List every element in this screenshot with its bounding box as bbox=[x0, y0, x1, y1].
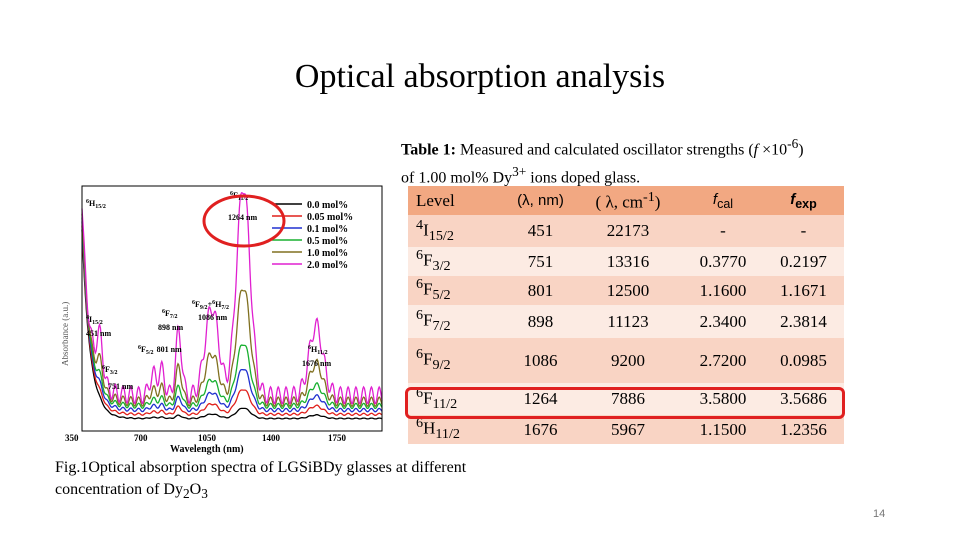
cm-cell: 9200 bbox=[573, 338, 683, 383]
fcal-cell: 1.1600 bbox=[683, 276, 763, 305]
table-caption-line2-end: ions doped glass. bbox=[526, 169, 641, 187]
cm-cell: 11123 bbox=[573, 305, 683, 338]
y-axis-label: Absorbance (a.u.) bbox=[62, 302, 70, 366]
series-line bbox=[81, 229, 383, 420]
annotation-f32: 6F3/2 bbox=[102, 365, 118, 376]
fcal-cell: - bbox=[683, 215, 763, 247]
annotation-i152: 4I15/2 bbox=[86, 315, 103, 326]
nm-cell: 898 bbox=[508, 305, 573, 338]
cm-cell: 13316 bbox=[573, 247, 683, 276]
table-row: 6F7/2 898 11123 2.3400 2.3814 bbox=[408, 305, 844, 338]
x-axis-label: Wavelength (nm) bbox=[170, 444, 244, 455]
fexp-cell: - bbox=[763, 215, 844, 247]
fexp-cell: 2.3814 bbox=[763, 305, 844, 338]
annotation-f52: 6F5/2 801 nm bbox=[138, 345, 182, 356]
annotation-f72: 6F7/2 bbox=[162, 309, 178, 320]
fexp-cell: 0.0985 bbox=[763, 338, 844, 383]
header-lambda-nm: (λ, nm) bbox=[508, 186, 573, 215]
nm-cell: 751 bbox=[508, 247, 573, 276]
annotation-h112-nm: 1676 nm bbox=[302, 359, 331, 368]
legend-entry: 0.1 mol% bbox=[307, 224, 348, 235]
page-number: 14 bbox=[873, 508, 886, 520]
x-tick-label: 1400 bbox=[262, 433, 281, 443]
table-row: 6F3/2 751 13316 0.3770 0.2197 bbox=[408, 247, 844, 276]
fexp-cell: 1.2356 bbox=[763, 415, 844, 444]
level-cell: 6F5/2 bbox=[408, 276, 508, 305]
legend-entry: 0.0 mol% bbox=[307, 200, 348, 211]
peak-annotations: 6H15/2 6F11/2 1264 nm 6F9/2+6H7/2 1086 n… bbox=[86, 191, 331, 391]
x-tick-label: 1750 bbox=[328, 433, 347, 443]
level-cell: 4I15/2 bbox=[408, 215, 508, 247]
cm-cell: 22173 bbox=[573, 215, 683, 247]
header-lambda-cm: ( λ, cm-1) bbox=[573, 186, 683, 215]
annotation-f92-nm: 1086 nm bbox=[198, 313, 227, 322]
header-level: Level bbox=[408, 186, 508, 215]
annotation-f92: 6F9/2+6H7/2 bbox=[192, 300, 229, 311]
annotation-h15: 6H15/2 bbox=[86, 199, 106, 210]
table-caption-times: ×10 bbox=[758, 141, 788, 159]
table-caption-close: ) bbox=[798, 141, 804, 159]
legend-entry: 1.0 mol% bbox=[307, 248, 348, 259]
x-tick-label: 700 bbox=[134, 433, 148, 443]
annotation-f11-nm: 1264 nm bbox=[228, 213, 257, 222]
legend: 0.0 mol% 0.05 mol% 0.1 mol% 0.5 mol% 1.0… bbox=[272, 200, 353, 271]
nm-cell: 1086 bbox=[508, 338, 573, 383]
table-caption-exp: -6 bbox=[787, 136, 799, 151]
nm-cell: 1676 bbox=[508, 415, 573, 444]
series-line bbox=[81, 213, 383, 407]
fcal-cell: 0.3770 bbox=[683, 247, 763, 276]
level-cell: 6F7/2 bbox=[408, 305, 508, 338]
annotation-f32-nm: 751 nm bbox=[108, 382, 133, 391]
figure-caption: Fig.1Optical absorption spectra of LGSiB… bbox=[55, 459, 467, 502]
spectra-curves bbox=[81, 192, 383, 420]
nm-cell: 801 bbox=[508, 276, 573, 305]
table-caption-text: Measured and calculated oscillator stren… bbox=[455, 141, 754, 159]
table-caption-ion: 3+ bbox=[512, 164, 527, 180]
table-caption-label: Table 1: bbox=[401, 141, 456, 159]
table-header-row: Level (λ, nm) ( λ, cm-1) fcal fexp bbox=[408, 186, 844, 215]
x-tick-label: 1050 bbox=[198, 433, 217, 443]
highlight-ellipse bbox=[202, 194, 286, 248]
oscillator-strength-table: Level (λ, nm) ( λ, cm-1) fcal fexp 4I15/… bbox=[408, 186, 844, 444]
table-row: 6F5/2 801 12500 1.1600 1.1671 bbox=[408, 276, 844, 305]
table-row: 4I15/2 451 22173 - - bbox=[408, 215, 844, 247]
legend-entry: 0.5 mol% bbox=[307, 236, 348, 247]
slide-title: Optical absorption analysis bbox=[294, 58, 666, 95]
figure-caption-line2: concentration of Dy bbox=[55, 481, 183, 498]
fexp-cell: 1.1671 bbox=[763, 276, 844, 305]
table-row: 6F9/2 1086 9200 2.7200 0.0985 bbox=[408, 338, 844, 383]
series-line bbox=[81, 225, 383, 416]
cm-cell: 12500 bbox=[573, 276, 683, 305]
series-line bbox=[81, 217, 383, 410]
x-tick-label: 350 bbox=[65, 433, 79, 443]
fcal-cell: 2.3400 bbox=[683, 305, 763, 338]
header-fcal: fcal bbox=[683, 186, 763, 215]
absorption-spectra-plot: Absorbance (a.u.) 350 700 1050 1400 1750… bbox=[62, 184, 384, 469]
table-caption: Table 1: Measured and calculated oscilla… bbox=[401, 133, 871, 190]
plot-frame bbox=[81, 185, 383, 432]
header-fexp: fexp bbox=[763, 186, 844, 215]
fexp-cell: 0.2197 bbox=[763, 247, 844, 276]
series-line bbox=[81, 221, 383, 413]
nm-cell: 451 bbox=[508, 215, 573, 247]
annotation-h112: 6H11/2 bbox=[308, 345, 328, 356]
level-cell: 6F3/2 bbox=[408, 247, 508, 276]
level-cell: 6H11/2 bbox=[408, 415, 508, 444]
legend-entry: 2.0 mol% bbox=[307, 260, 348, 271]
annotation-f72-nm: 898 nm bbox=[158, 323, 183, 332]
highlight-row-box bbox=[405, 387, 845, 419]
table-caption-line2: of 1.00 mol% Dy bbox=[401, 169, 513, 187]
fcal-cell: 1.1500 bbox=[683, 415, 763, 444]
figure-caption-line1: Fig.1Optical absorption spectra of LGSiB… bbox=[55, 459, 467, 476]
series-line bbox=[81, 192, 383, 405]
annotation-i152-nm: 451 nm bbox=[86, 329, 111, 338]
table-row: 6H11/2 1676 5967 1.1500 1.2356 bbox=[408, 415, 844, 444]
fcal-cell: 2.7200 bbox=[683, 338, 763, 383]
cm-cell: 5967 bbox=[573, 415, 683, 444]
legend-entry: 0.05 mol% bbox=[307, 212, 353, 223]
level-cell: 6F9/2 bbox=[408, 338, 508, 383]
table-caption-f: f bbox=[753, 141, 759, 159]
